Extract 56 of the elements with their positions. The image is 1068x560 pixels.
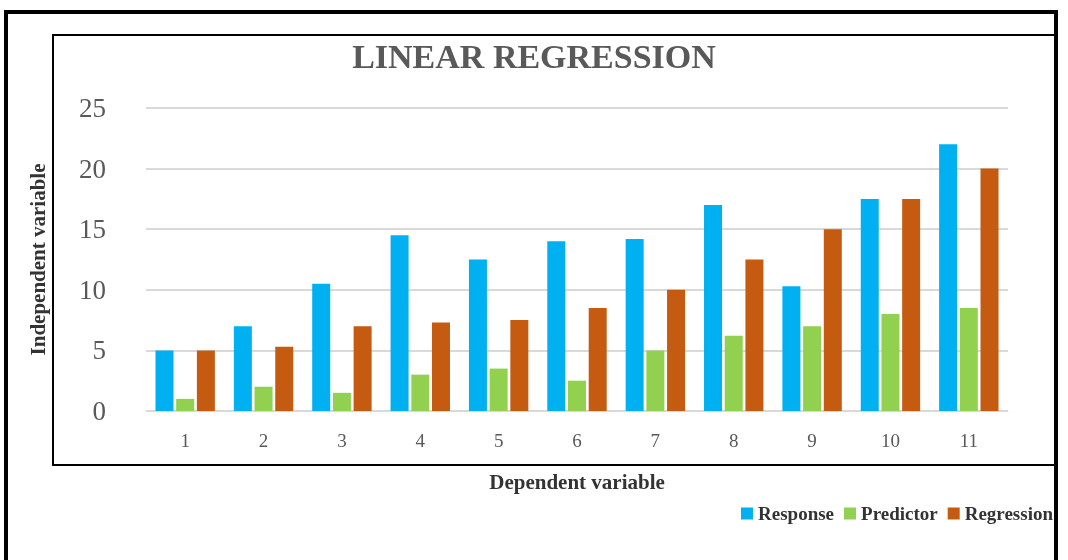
y-tick-label: 25 xyxy=(79,93,106,123)
bar xyxy=(588,307,607,411)
bar xyxy=(196,350,215,411)
x-tick-label: 9 xyxy=(807,430,817,451)
x-tick-label: 10 xyxy=(880,430,900,451)
x-tick-label: 4 xyxy=(415,430,426,451)
legend-label: Predictor xyxy=(861,503,939,524)
y-tick-label: 15 xyxy=(79,214,106,245)
bar xyxy=(411,374,430,411)
y-axis-title: Independent variable xyxy=(25,163,50,356)
y-tick-label: 10 xyxy=(79,274,106,305)
bar xyxy=(803,326,822,411)
chart-title: LINEAR REGRESSION xyxy=(352,37,717,75)
bar xyxy=(312,283,331,411)
bar xyxy=(547,241,566,411)
bar xyxy=(353,326,372,411)
x-tick-label: 2 xyxy=(258,430,269,451)
bar xyxy=(704,204,723,411)
bar xyxy=(625,238,644,411)
legend-label: Regression xyxy=(964,503,1054,524)
bar xyxy=(667,289,686,411)
x-tick-label: 1 xyxy=(180,430,190,451)
bar xyxy=(568,380,586,411)
bar xyxy=(959,307,978,411)
bar xyxy=(902,198,921,411)
bar xyxy=(860,198,879,411)
bar xyxy=(155,350,174,411)
bar xyxy=(468,259,487,411)
bar xyxy=(745,259,764,411)
y-tick-label: 5 xyxy=(92,335,106,366)
x-tick-label: 11 xyxy=(959,430,978,451)
x-tick-label: 7 xyxy=(650,430,661,451)
x-tick-label: 8 xyxy=(728,430,739,451)
bar xyxy=(233,326,252,411)
bar xyxy=(176,398,195,411)
bar xyxy=(390,235,409,411)
bar xyxy=(431,322,450,411)
bar xyxy=(510,320,529,411)
legend-label: Response xyxy=(758,503,835,524)
bar xyxy=(782,286,801,411)
x-tick-label: 6 xyxy=(572,430,582,451)
y-tick-label: 0 xyxy=(92,396,106,426)
bar xyxy=(254,386,273,411)
bar xyxy=(939,144,958,411)
x-tick-label: 3 xyxy=(337,430,347,451)
y-tick-label: 20 xyxy=(79,153,106,184)
bar xyxy=(646,350,665,411)
bar xyxy=(724,335,743,411)
bar xyxy=(275,346,294,411)
bar xyxy=(823,229,842,411)
x-axis-title: Dependent variable xyxy=(489,469,665,494)
bar xyxy=(881,314,900,411)
bar xyxy=(332,392,351,411)
bar xyxy=(980,168,999,411)
bar xyxy=(489,368,508,411)
x-tick-label: 5 xyxy=(493,430,504,451)
